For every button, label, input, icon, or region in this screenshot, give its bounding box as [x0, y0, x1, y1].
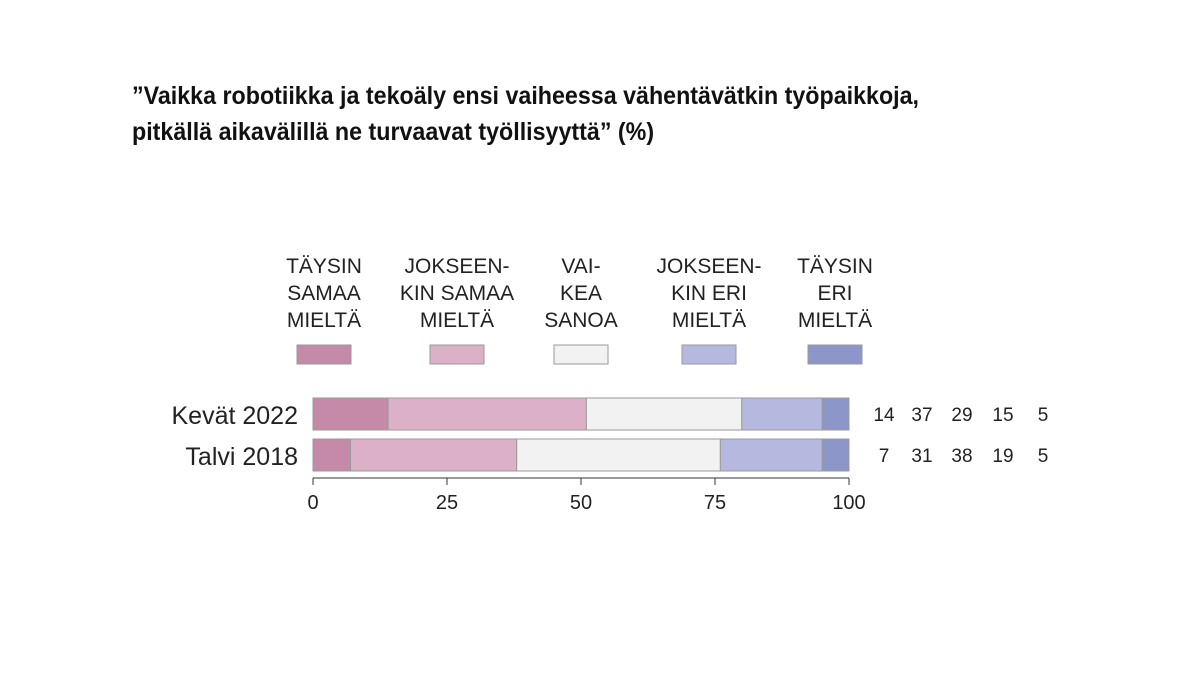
- data-value-label: 15: [992, 405, 1013, 426]
- legend-label-line: MIELTÄ: [672, 309, 746, 332]
- x-tick-label: 75: [704, 492, 726, 514]
- data-value-label: 37: [911, 405, 932, 426]
- chart-title-line-2: pitkällä aikavälillä ne turvaavat työlli…: [132, 118, 655, 146]
- x-tick-label: 0: [307, 492, 318, 514]
- bar-segment: [516, 438, 721, 472]
- legend-label-line: TÄYSIN: [286, 255, 362, 278]
- data-value-label: 5: [1038, 405, 1049, 426]
- bar-segment: [312, 438, 352, 472]
- legend-swatch: [429, 344, 485, 365]
- data-value-label: 14: [873, 405, 895, 426]
- legend-label-line: ERI: [817, 282, 852, 305]
- data-value-label: 38: [951, 446, 972, 467]
- chart-title-line-1: ”Vaikka robotiikka ja tekoäly ensi vaihe…: [132, 82, 920, 110]
- legend-label-line: VAI-: [561, 255, 600, 278]
- legend-swatch: [296, 344, 352, 365]
- legend-label-line: KIN ERI: [671, 282, 747, 305]
- data-value-label: 31: [911, 446, 932, 467]
- legend-label-line: MIELTÄ: [798, 309, 872, 332]
- legend-label-line: SANOA: [544, 309, 618, 332]
- category-label: Talvi 2018: [185, 443, 298, 471]
- bar-segment: [741, 397, 823, 431]
- data-value-label: 29: [951, 405, 972, 426]
- data-value-label: 5: [1038, 446, 1049, 467]
- x-tick-label: 50: [570, 492, 592, 514]
- data-value-label: 19: [992, 446, 1013, 467]
- bar-segment: [821, 438, 850, 472]
- bar-segment: [719, 438, 823, 472]
- legend-swatch: [553, 344, 609, 365]
- legend-swatch: [681, 344, 737, 365]
- chart-title: ”Vaikka robotiikka ja tekoäly ensi vaihe…: [132, 78, 1062, 150]
- x-tick-label: 25: [436, 492, 458, 514]
- bar-segment: [387, 397, 587, 431]
- legend-swatch: [807, 344, 863, 365]
- bar-segment: [350, 438, 518, 472]
- legend-label-line: KIN SAMAA: [400, 282, 514, 305]
- x-tick-label: 100: [832, 492, 865, 514]
- legend-label-line: MIELTÄ: [420, 309, 494, 332]
- legend-label-line: JOKSEEN-: [404, 255, 509, 278]
- legend-label-line: MIELTÄ: [287, 309, 361, 332]
- legend-label-line: SAMAA: [287, 282, 361, 305]
- legend-label-line: KEA: [560, 282, 602, 305]
- bar-segment: [585, 397, 743, 431]
- data-value-label: 7: [879, 446, 890, 467]
- legend-label-line: JOKSEEN-: [656, 255, 761, 278]
- category-label: Kevät 2022: [172, 402, 299, 430]
- bar-segment: [312, 397, 389, 431]
- legend-label-line: TÄYSIN: [797, 255, 873, 278]
- bar-segment: [821, 397, 850, 431]
